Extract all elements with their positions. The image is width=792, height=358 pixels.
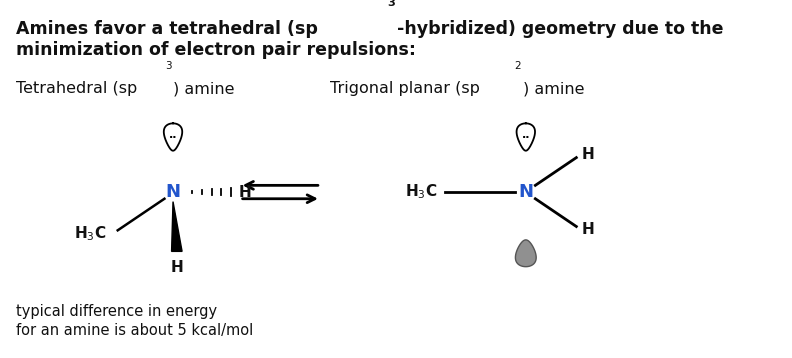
PathPatch shape	[516, 240, 536, 267]
Text: N: N	[518, 183, 533, 201]
Text: 3: 3	[165, 61, 172, 71]
Text: H$_3$C: H$_3$C	[74, 224, 106, 242]
Text: H$_3$C: H$_3$C	[405, 183, 437, 202]
Text: Amines favor a tetrahedral (sp: Amines favor a tetrahedral (sp	[16, 20, 318, 38]
Text: minimization of electron pair repulsions:: minimization of electron pair repulsions…	[16, 41, 416, 59]
Text: H: H	[239, 185, 252, 199]
Text: ··: ··	[169, 132, 177, 142]
Text: 2: 2	[515, 61, 521, 71]
Text: for an amine is about 5 kcal/mol: for an amine is about 5 kcal/mol	[16, 323, 253, 338]
Text: 3: 3	[387, 0, 395, 8]
Text: Tetrahedral (sp: Tetrahedral (sp	[16, 81, 137, 96]
Text: H: H	[582, 147, 595, 162]
Text: ) amine: ) amine	[523, 81, 584, 96]
Text: ··: ··	[522, 132, 530, 142]
Text: H: H	[582, 222, 595, 237]
Polygon shape	[172, 202, 182, 251]
Text: N: N	[166, 183, 181, 201]
Text: H: H	[170, 260, 183, 275]
Text: Trigonal planar (sp: Trigonal planar (sp	[330, 81, 480, 96]
Text: typical difference in energy: typical difference in energy	[16, 304, 217, 319]
Text: -hybridized) geometry due to the: -hybridized) geometry due to the	[397, 20, 723, 38]
Text: ) amine: ) amine	[173, 81, 234, 96]
